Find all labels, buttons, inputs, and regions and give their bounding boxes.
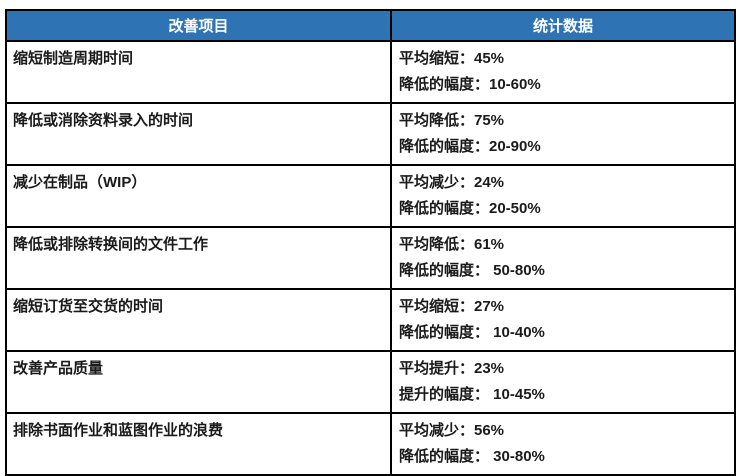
stat-line-average: 平均减少：24% <box>399 174 505 191</box>
stat-line-range: 降低的幅度：20-50% <box>399 200 541 217</box>
stat-line-range: 降低的幅度： 30-80% <box>399 448 545 465</box>
item-cell: 降低或排除转换间的文件工作 <box>5 226 392 290</box>
stats-cell: 平均缩短：27% 降低的幅度： 10-40% <box>390 288 736 352</box>
stat-line-range: 降低的幅度： 50-80% <box>399 262 545 279</box>
stat-line-range: 降低的幅度：10-60% <box>399 76 541 93</box>
stat-line-range: 降低的幅度： 10-40% <box>399 324 545 341</box>
table-row: 降低或排除转换间的文件工作 平均降低：61% 降低的幅度： 50-80% <box>5 226 736 290</box>
item-cell: 改善产品质量 <box>5 350 392 414</box>
stat-line-average: 平均减少：56% <box>399 422 505 439</box>
item-cell: 缩短制造周期时间 <box>5 40 392 104</box>
stat-line-average: 平均降低：61% <box>399 236 505 253</box>
improvement-statistics-table-wrap: 改善项目 统计数据 缩短制造周期时间 平均缩短：45% 降低的幅度：10-60%… <box>5 9 736 476</box>
item-cell: 降低或消除资料录入的时间 <box>5 102 392 166</box>
item-cell: 排除书面作业和蓝图作业的浪费 <box>5 412 392 476</box>
item-cell: 缩短订货至交货的时间 <box>5 288 392 352</box>
stats-cell: 平均提升：23% 提升的幅度： 10-45% <box>390 350 736 414</box>
improvement-statistics-table: 改善项目 统计数据 缩短制造周期时间 平均缩短：45% 降低的幅度：10-60%… <box>5 9 736 476</box>
stats-cell: 平均减少：24% 降低的幅度：20-50% <box>390 164 736 228</box>
table-row: 排除书面作业和蓝图作业的浪费 平均减少：56% 降低的幅度： 30-80% <box>5 412 736 476</box>
stat-line-range: 降低的幅度：20-90% <box>399 138 541 155</box>
header-cell-improvement-item: 改善项目 <box>5 9 392 42</box>
item-cell: 减少在制品（WIP） <box>5 164 392 228</box>
stat-line-average: 平均降低：75% <box>399 112 505 129</box>
stat-line-range: 提升的幅度： 10-45% <box>399 386 545 403</box>
table-row: 降低或消除资料录入的时间 平均降低：75% 降低的幅度：20-90% <box>5 102 736 166</box>
stat-line-average: 平均缩短：45% <box>399 50 505 67</box>
table-row: 改善产品质量 平均提升：23% 提升的幅度： 10-45% <box>5 350 736 414</box>
stats-cell: 平均降低：61% 降低的幅度： 50-80% <box>390 226 736 290</box>
table-row: 缩短订货至交货的时间 平均缩短：27% 降低的幅度： 10-40% <box>5 288 736 352</box>
table-row: 减少在制品（WIP） 平均减少：24% 降低的幅度：20-50% <box>5 164 736 228</box>
stats-cell: 平均减少：56% 降低的幅度： 30-80% <box>390 412 736 476</box>
stat-line-average: 平均提升：23% <box>399 360 505 377</box>
header-cell-statistics: 统计数据 <box>390 9 736 42</box>
table-row: 缩短制造周期时间 平均缩短：45% 降低的幅度：10-60% <box>5 40 736 104</box>
header-row: 改善项目 统计数据 <box>5 9 736 42</box>
stats-cell: 平均缩短：45% 降低的幅度：10-60% <box>390 40 736 104</box>
stats-cell: 平均降低：75% 降低的幅度：20-90% <box>390 102 736 166</box>
stat-line-average: 平均缩短：27% <box>399 298 505 315</box>
